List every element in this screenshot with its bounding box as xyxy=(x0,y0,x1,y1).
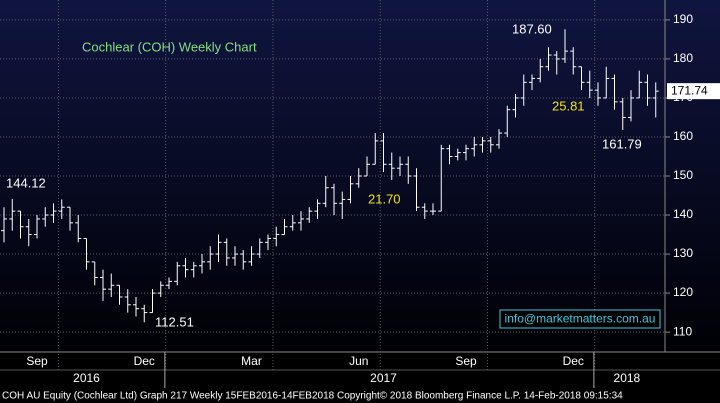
x-tick-label: Sep xyxy=(455,354,477,368)
x-tick-label: Jun xyxy=(349,354,368,368)
annotation: 25.81 xyxy=(552,98,585,113)
y-tick-label: 130 xyxy=(673,246,693,260)
annotation: 187.60 xyxy=(512,21,552,36)
x-tick-label: Dec xyxy=(563,354,584,368)
contact-text: info@marketmatters.com.au xyxy=(505,312,656,326)
annotation: 21.70 xyxy=(368,191,401,206)
annotation: 161.79 xyxy=(602,136,642,151)
y-tick-label: 190 xyxy=(673,12,693,26)
y-tick-label: 110 xyxy=(673,324,692,338)
x-tick-label: Mar xyxy=(241,354,262,368)
footer-bar xyxy=(0,388,720,403)
y-tick-label: 160 xyxy=(673,129,693,143)
chart-title: Cochlear (COH) Weekly Chart xyxy=(82,39,257,54)
annotation: 112.51 xyxy=(155,314,194,329)
year-label: 2016 xyxy=(73,371,100,385)
last-price-box xyxy=(667,83,720,100)
y-tick-label: 150 xyxy=(673,168,693,182)
annotation: 144.12 xyxy=(6,175,46,190)
x-tick-label: Sep xyxy=(26,354,48,368)
y-tick-label: 140 xyxy=(673,207,693,221)
contact-box xyxy=(499,309,661,329)
x-tick-label: Dec xyxy=(134,354,155,368)
footer-text: COH AU Equity (Cochlear Ltd) Graph 217 W… xyxy=(2,391,623,402)
last-price-label: 171.74 xyxy=(671,83,708,97)
year-label: 2018 xyxy=(614,371,641,385)
y-tick-label: 180 xyxy=(673,51,693,65)
y-tick-label: 120 xyxy=(673,285,693,299)
year-label: 2017 xyxy=(370,371,397,385)
